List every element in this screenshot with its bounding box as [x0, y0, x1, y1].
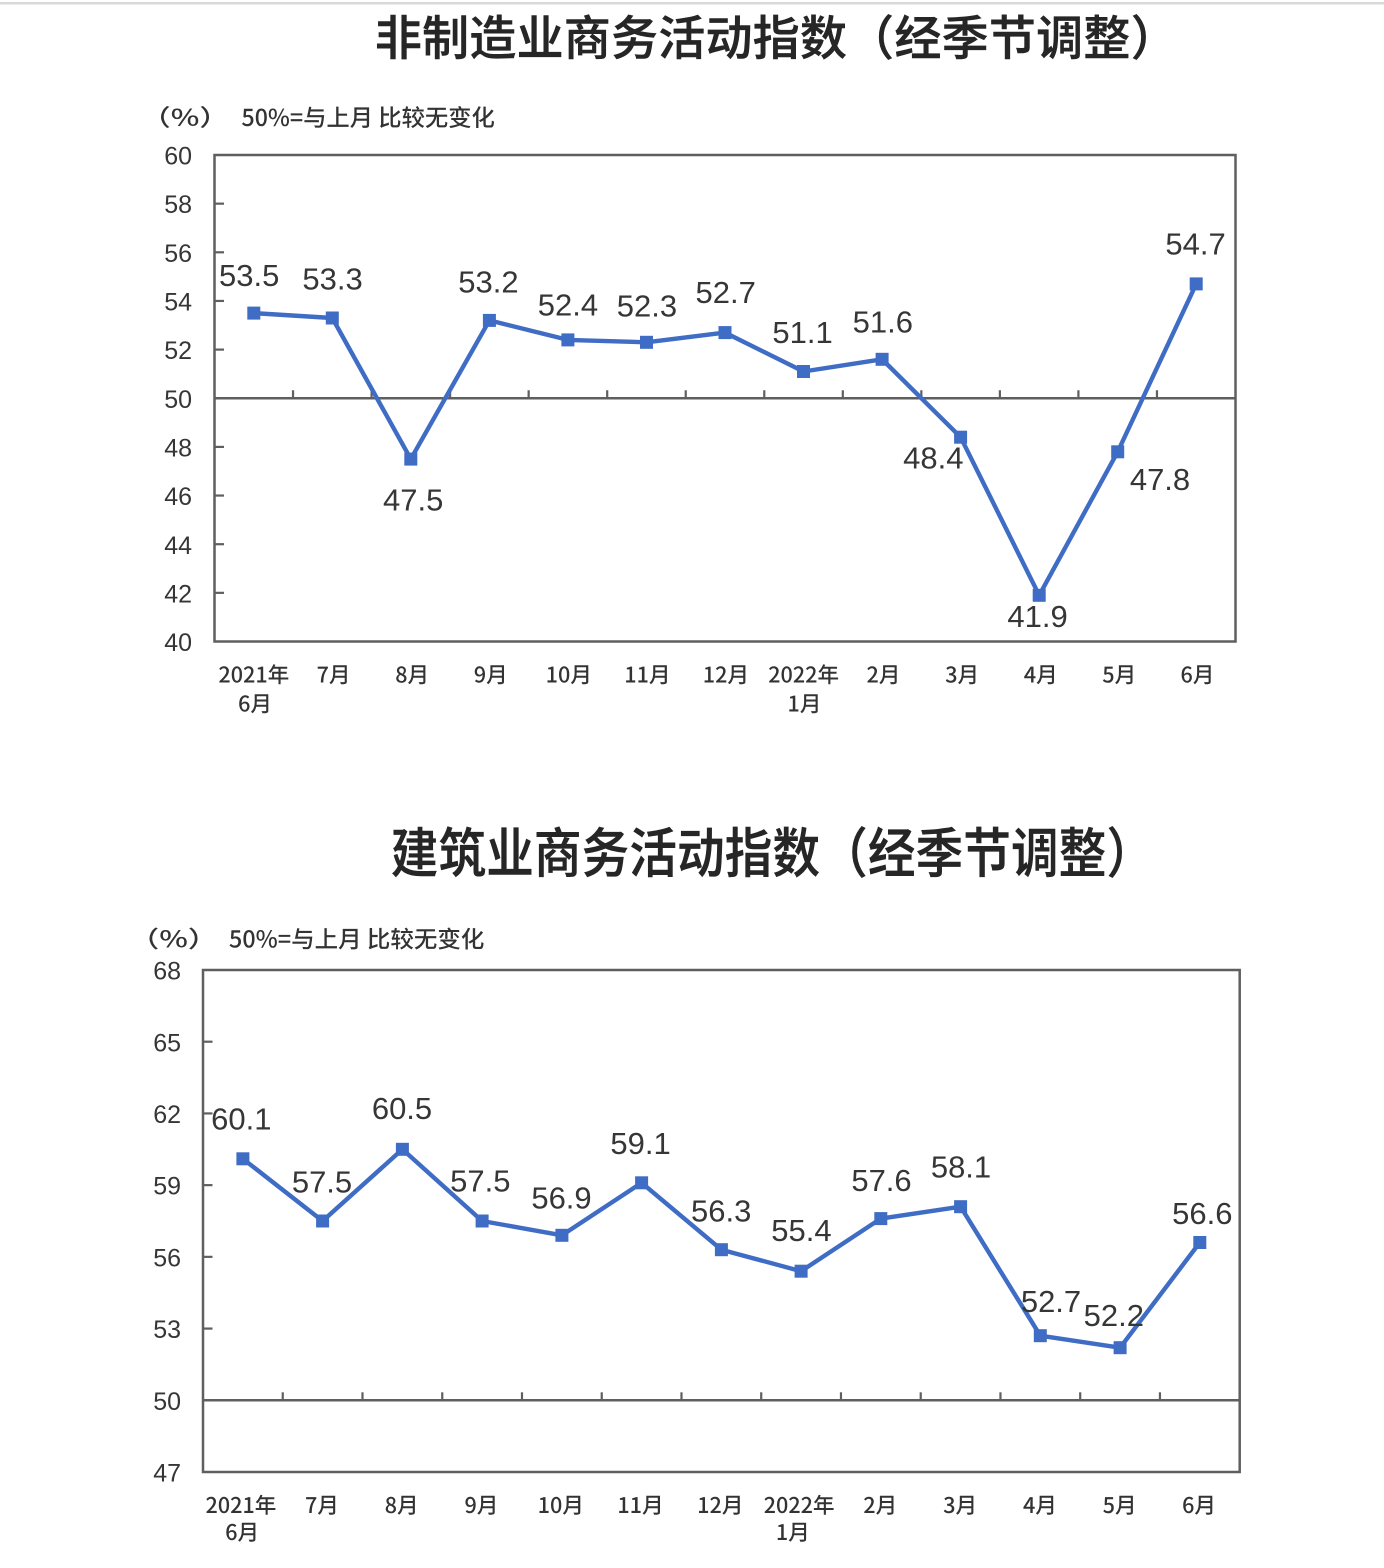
svg-text:48.4: 48.4	[903, 440, 963, 475]
svg-text:47.8: 47.8	[1130, 462, 1190, 497]
svg-text:51.1: 51.1	[772, 315, 832, 350]
svg-text:65: 65	[153, 1029, 181, 1057]
svg-text:52.3: 52.3	[617, 288, 677, 323]
svg-text:68: 68	[153, 958, 181, 986]
svg-text:44: 44	[164, 532, 192, 560]
svg-text:56.9: 56.9	[531, 1180, 591, 1215]
svg-text:52.4: 52.4	[538, 287, 598, 322]
svg-text:59: 59	[153, 1173, 181, 1201]
svg-text:42: 42	[164, 581, 192, 609]
svg-text:58.1: 58.1	[931, 1149, 991, 1184]
svg-text:41.9: 41.9	[1007, 599, 1067, 634]
svg-text:52.7: 52.7	[1021, 1284, 1081, 1319]
svg-text:57.6: 57.6	[851, 1163, 911, 1198]
svg-text:50: 50	[164, 386, 192, 414]
svg-text:48: 48	[164, 435, 192, 463]
svg-text:53: 53	[153, 1316, 181, 1344]
svg-text:46: 46	[164, 483, 192, 511]
svg-text:53.3: 53.3	[302, 261, 362, 296]
svg-text:52.7: 52.7	[696, 275, 756, 310]
svg-text:60.1: 60.1	[211, 1102, 271, 1137]
svg-text:47.5: 47.5	[383, 483, 443, 518]
svg-text:54: 54	[164, 289, 192, 317]
svg-text:40: 40	[164, 629, 192, 657]
svg-text:47: 47	[153, 1460, 181, 1488]
svg-text:56.3: 56.3	[691, 1193, 751, 1228]
svg-text:58: 58	[164, 191, 192, 219]
svg-text:56.6: 56.6	[1172, 1196, 1232, 1231]
svg-text:55.4: 55.4	[771, 1213, 831, 1248]
svg-text:57.5: 57.5	[450, 1164, 510, 1199]
svg-text:51.6: 51.6	[853, 305, 913, 340]
svg-text:59.1: 59.1	[610, 1126, 670, 1161]
svg-text:60: 60	[164, 143, 192, 171]
svg-text:53.2: 53.2	[458, 264, 518, 299]
svg-text:52: 52	[164, 337, 192, 365]
svg-text:56: 56	[164, 240, 192, 268]
svg-text:50: 50	[153, 1388, 181, 1416]
svg-text:53.5: 53.5	[219, 258, 279, 293]
svg-text:56: 56	[153, 1245, 181, 1273]
svg-text:60.5: 60.5	[372, 1091, 432, 1126]
svg-text:62: 62	[153, 1101, 181, 1129]
svg-text:57.5: 57.5	[292, 1165, 352, 1200]
svg-text:52.2: 52.2	[1084, 1298, 1144, 1333]
svg-text:54.7: 54.7	[1165, 227, 1225, 262]
